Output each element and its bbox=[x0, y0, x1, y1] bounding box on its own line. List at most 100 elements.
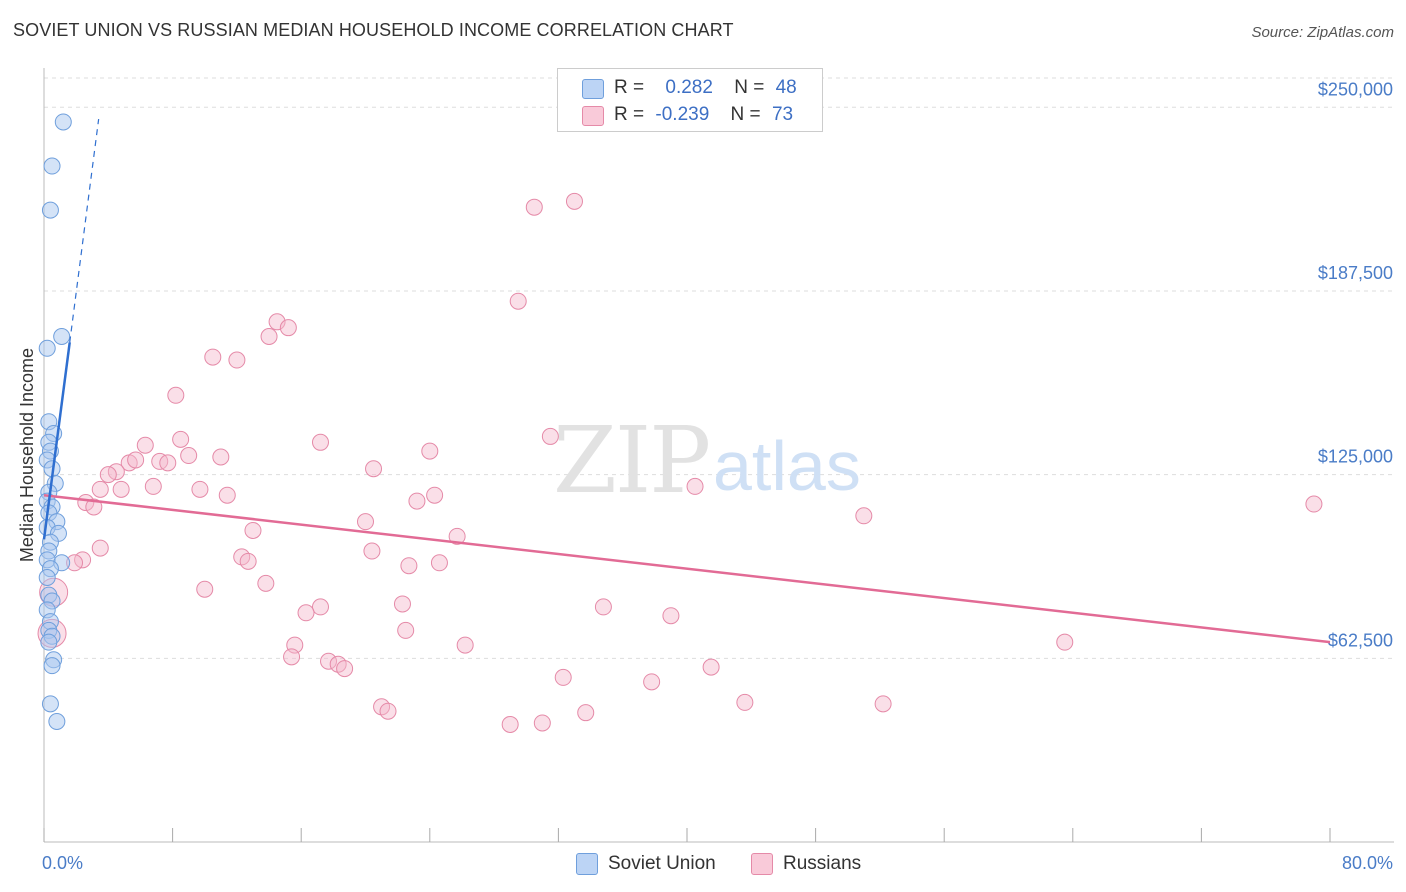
soviet-point bbox=[41, 201, 59, 219]
russian-point bbox=[127, 451, 145, 469]
russian-point bbox=[212, 448, 230, 466]
russian-point bbox=[393, 595, 411, 613]
russian-point bbox=[268, 313, 286, 331]
russian-point bbox=[1056, 633, 1074, 651]
soviet-point bbox=[48, 713, 66, 731]
soviet-swatch bbox=[582, 79, 604, 99]
russian-r-label: R = bbox=[614, 104, 645, 125]
russian-point bbox=[379, 702, 397, 720]
russian-point bbox=[297, 604, 315, 622]
russian-r-value: -0.239 bbox=[655, 104, 710, 125]
russian-point bbox=[91, 539, 109, 557]
soviet-point bbox=[41, 695, 59, 713]
russian-point bbox=[533, 714, 551, 732]
soviet-trend-extension bbox=[69, 118, 100, 343]
tick-labels: $62,500 $125,000 $187,500 $250,000 0.0% 80.0% bbox=[42, 79, 1393, 873]
soviet-point bbox=[53, 328, 71, 346]
russian-point bbox=[320, 652, 338, 670]
russian-point bbox=[204, 348, 222, 366]
russian-point bbox=[874, 695, 892, 713]
soviet-point bbox=[54, 113, 72, 131]
russian-point bbox=[400, 557, 418, 575]
russian-point bbox=[244, 521, 262, 539]
russian-point bbox=[577, 704, 595, 722]
russian-point bbox=[736, 693, 754, 711]
soviet-n-value: 48 bbox=[775, 77, 797, 98]
russian-point bbox=[525, 198, 543, 216]
y-tick-label: $187,500 bbox=[1318, 263, 1393, 283]
x-tick-min: 0.0% bbox=[42, 853, 83, 873]
source-label: Source: ZipAtlas.com bbox=[1251, 24, 1394, 41]
watermark: ZIP atlas bbox=[553, 407, 861, 514]
russian-point bbox=[430, 554, 448, 572]
russian-point bbox=[357, 513, 374, 531]
russian-point bbox=[172, 430, 190, 448]
soviet-r-value: 0.282 bbox=[665, 77, 713, 98]
soviet-point bbox=[38, 568, 56, 586]
chart-title: SOVIET UNION VS RUSSIAN MEDIAN HOUSEHOLD… bbox=[13, 20, 734, 40]
russian-point bbox=[509, 292, 527, 310]
russian-point bbox=[686, 477, 704, 495]
russian-point bbox=[180, 447, 198, 465]
russian-point bbox=[311, 433, 329, 451]
watermark-zip: ZIP bbox=[553, 407, 709, 514]
russian-n-label: N = bbox=[730, 104, 761, 125]
russian-point bbox=[855, 507, 873, 525]
russian-trend-line bbox=[43, 493, 1331, 644]
russian-n-value: 73 bbox=[771, 104, 794, 125]
watermark-atlas: atlas bbox=[713, 427, 861, 505]
russian-point bbox=[408, 492, 426, 510]
russian-point bbox=[421, 442, 439, 460]
soviet-points bbox=[38, 113, 72, 731]
russian-point bbox=[397, 621, 415, 639]
russian-point bbox=[112, 480, 130, 498]
russian-point bbox=[1305, 495, 1323, 513]
trend-lines bbox=[42, 118, 1331, 644]
russian-point bbox=[85, 498, 103, 516]
soviet-trend-line bbox=[42, 342, 71, 540]
russian-point bbox=[144, 477, 162, 495]
russian-point bbox=[239, 552, 257, 570]
russian-point bbox=[426, 486, 444, 504]
russian-point bbox=[257, 574, 275, 592]
russian-swatch bbox=[582, 106, 604, 126]
russian-point bbox=[136, 436, 154, 454]
russian-point bbox=[448, 527, 466, 545]
bottom-soviet-label: Soviet Union bbox=[608, 853, 716, 874]
russian-point bbox=[594, 598, 612, 616]
russian-point bbox=[279, 319, 297, 337]
russian-point bbox=[662, 607, 680, 625]
soviet-point bbox=[40, 633, 58, 651]
soviet-point bbox=[43, 157, 61, 175]
russian-point bbox=[167, 386, 185, 404]
y-tick-label: $125,000 bbox=[1318, 447, 1393, 467]
bottom-soviet-swatch bbox=[576, 853, 598, 875]
russian-point bbox=[702, 658, 720, 676]
russian-point bbox=[228, 351, 246, 369]
russian-point bbox=[554, 668, 572, 686]
russian-point bbox=[336, 660, 354, 678]
bottom-russian-label: Russians bbox=[783, 853, 862, 874]
russian-point bbox=[260, 328, 278, 346]
russian-point bbox=[456, 636, 474, 654]
bottom-russian-swatch bbox=[751, 853, 773, 875]
russian-point bbox=[501, 715, 519, 733]
y-tick-label: $62,500 bbox=[1328, 630, 1393, 650]
russian-point bbox=[643, 673, 661, 691]
soviet-point bbox=[43, 657, 61, 675]
russian-point bbox=[311, 598, 329, 616]
soviet-point bbox=[38, 339, 56, 357]
russian-point bbox=[159, 454, 177, 472]
russian-point bbox=[196, 580, 214, 598]
russian-point bbox=[283, 648, 301, 666]
soviet-n-label: N = bbox=[734, 77, 765, 98]
russian-point bbox=[363, 542, 381, 560]
y-tick-label: $250,000 bbox=[1318, 79, 1393, 99]
x-tick-max: 80.0% bbox=[1342, 853, 1393, 873]
russian-point bbox=[218, 486, 236, 504]
russian-point bbox=[91, 480, 109, 498]
russian-point bbox=[365, 460, 383, 478]
russian-point bbox=[99, 466, 117, 484]
russian-point bbox=[565, 192, 583, 210]
